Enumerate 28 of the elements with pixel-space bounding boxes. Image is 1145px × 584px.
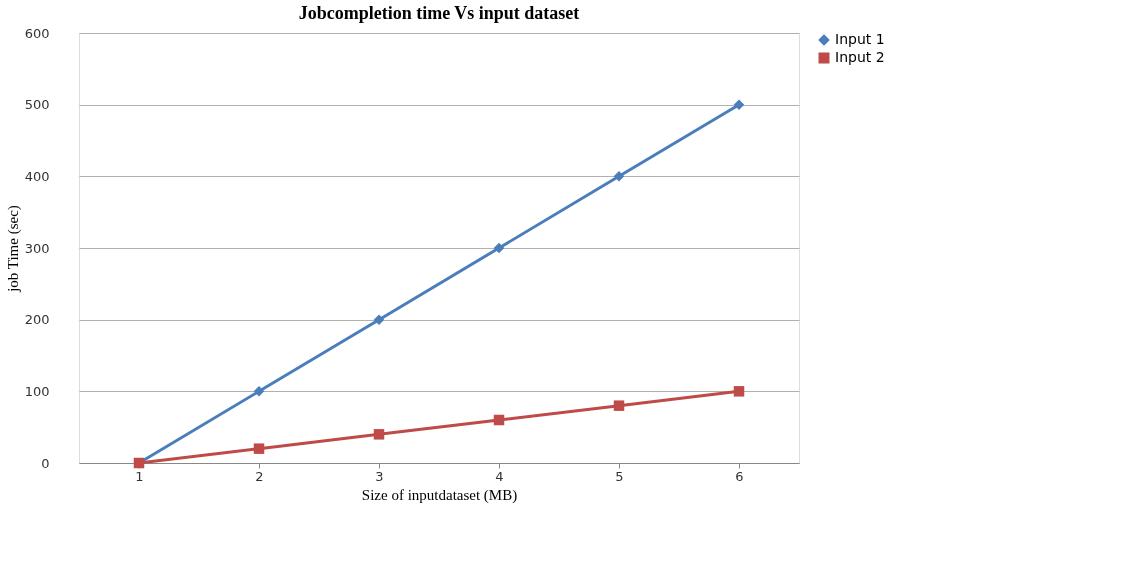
- y-tick-label: 600: [24, 25, 50, 41]
- point: [613, 400, 625, 411]
- point: [733, 386, 745, 397]
- point: [373, 314, 385, 325]
- x-tick-label: 5: [615, 468, 624, 484]
- legend-label: Input 2: [835, 49, 885, 65]
- x-tick-label: 6: [735, 468, 744, 484]
- y-tick-label: 100: [24, 383, 50, 399]
- x-axis-title: Size of inputdataset (MB): [361, 486, 518, 504]
- point: [253, 443, 265, 454]
- point: [253, 386, 265, 397]
- point: [733, 99, 745, 110]
- point: [373, 429, 385, 440]
- y-tick-label: 400: [24, 168, 50, 184]
- chart-title: Jobcompletion time Vs input dataset: [298, 3, 580, 23]
- y-tick-label: 500: [24, 97, 50, 113]
- x-tick-label: 2: [255, 468, 264, 484]
- point: [613, 171, 625, 182]
- y-tick-label: 0: [41, 455, 50, 471]
- x-tick-label: 4: [495, 468, 504, 484]
- legend-label: Input 1: [835, 31, 885, 47]
- y-axis-title: job Time (sec): [4, 205, 22, 293]
- y-tick-label: 300: [24, 240, 50, 256]
- x-tick-label: 1: [135, 468, 144, 484]
- x-tick-label: 3: [375, 468, 384, 484]
- point: [493, 242, 505, 254]
- point: [493, 414, 505, 426]
- y-tick-label: 200: [24, 312, 50, 328]
